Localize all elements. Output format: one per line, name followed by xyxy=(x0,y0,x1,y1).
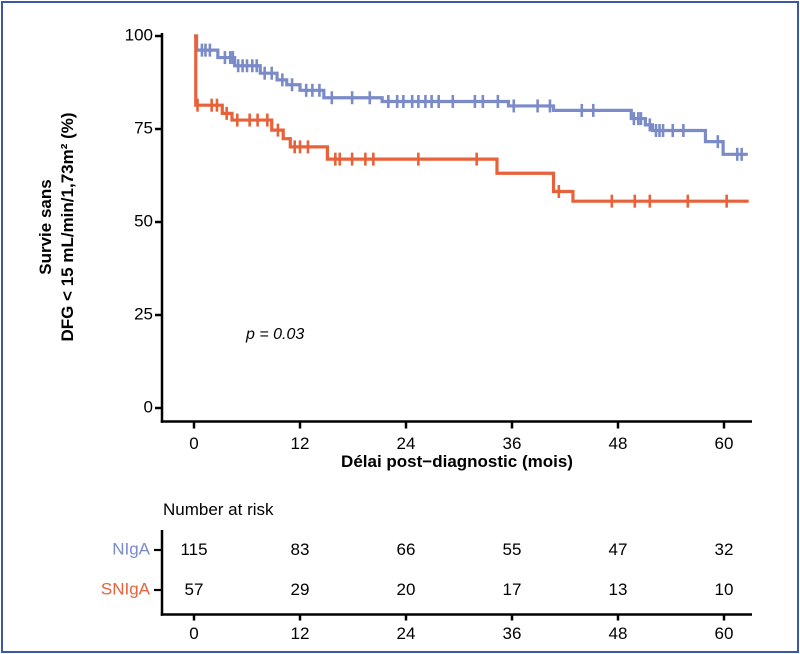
risk-value: 32 xyxy=(714,540,734,559)
risk-value: 57 xyxy=(184,580,204,599)
x-axis-title: Délai post−diagnostic (mois) xyxy=(341,452,573,471)
risk-value: 47 xyxy=(608,540,628,559)
risk-tick-label: 36 xyxy=(502,623,522,643)
risk-row-label-SNIgA: SNIgA xyxy=(100,579,150,599)
risk-value: 83 xyxy=(290,540,310,559)
risk-tick-label: 0 xyxy=(189,623,199,643)
p-value-annotation: p = 0.03 xyxy=(246,326,305,343)
y-tick-label: 50 xyxy=(134,211,153,231)
risk-value: 10 xyxy=(714,580,734,599)
risk-value: 13 xyxy=(608,580,628,599)
y-axis-title-line1: Survie sans xyxy=(35,179,55,275)
risk-value: 66 xyxy=(396,540,416,559)
x-tick-label: 36 xyxy=(502,433,522,453)
risk-value: 20 xyxy=(396,580,416,599)
y-tick-label: 0 xyxy=(143,397,153,417)
x-tick-label: 48 xyxy=(608,433,628,453)
risk-tick-label: 48 xyxy=(608,623,628,643)
risk-tick-label: 60 xyxy=(714,623,734,643)
x-tick-label: 12 xyxy=(290,433,310,453)
risk-value: 29 xyxy=(290,580,310,599)
risk-value: 55 xyxy=(502,540,522,559)
y-tick-label: 75 xyxy=(134,118,153,138)
risk-value: 17 xyxy=(502,580,522,599)
y-axis-title-line2: DFG < 15 mL/min/1,73m² (%) xyxy=(58,112,77,342)
x-tick-label: 24 xyxy=(396,433,416,453)
survival-curve-SNIgA xyxy=(194,34,749,203)
risk-value: 115 xyxy=(180,540,208,559)
y-tick-label: 100 xyxy=(124,25,153,45)
y-tick-label: 25 xyxy=(134,304,153,324)
x-tick-label: 60 xyxy=(714,433,734,453)
risk-row-label-NIgA: NIgA xyxy=(112,539,150,559)
risk-tick-label: 12 xyxy=(290,623,310,643)
risk-tick-label: 24 xyxy=(396,623,416,643)
x-tick-label: 0 xyxy=(189,433,199,453)
y-axis-title: Survie sans DFG < 15 mL/min/1,73m² (%) xyxy=(35,112,79,341)
risk-table-title: Number at risk xyxy=(163,500,274,519)
